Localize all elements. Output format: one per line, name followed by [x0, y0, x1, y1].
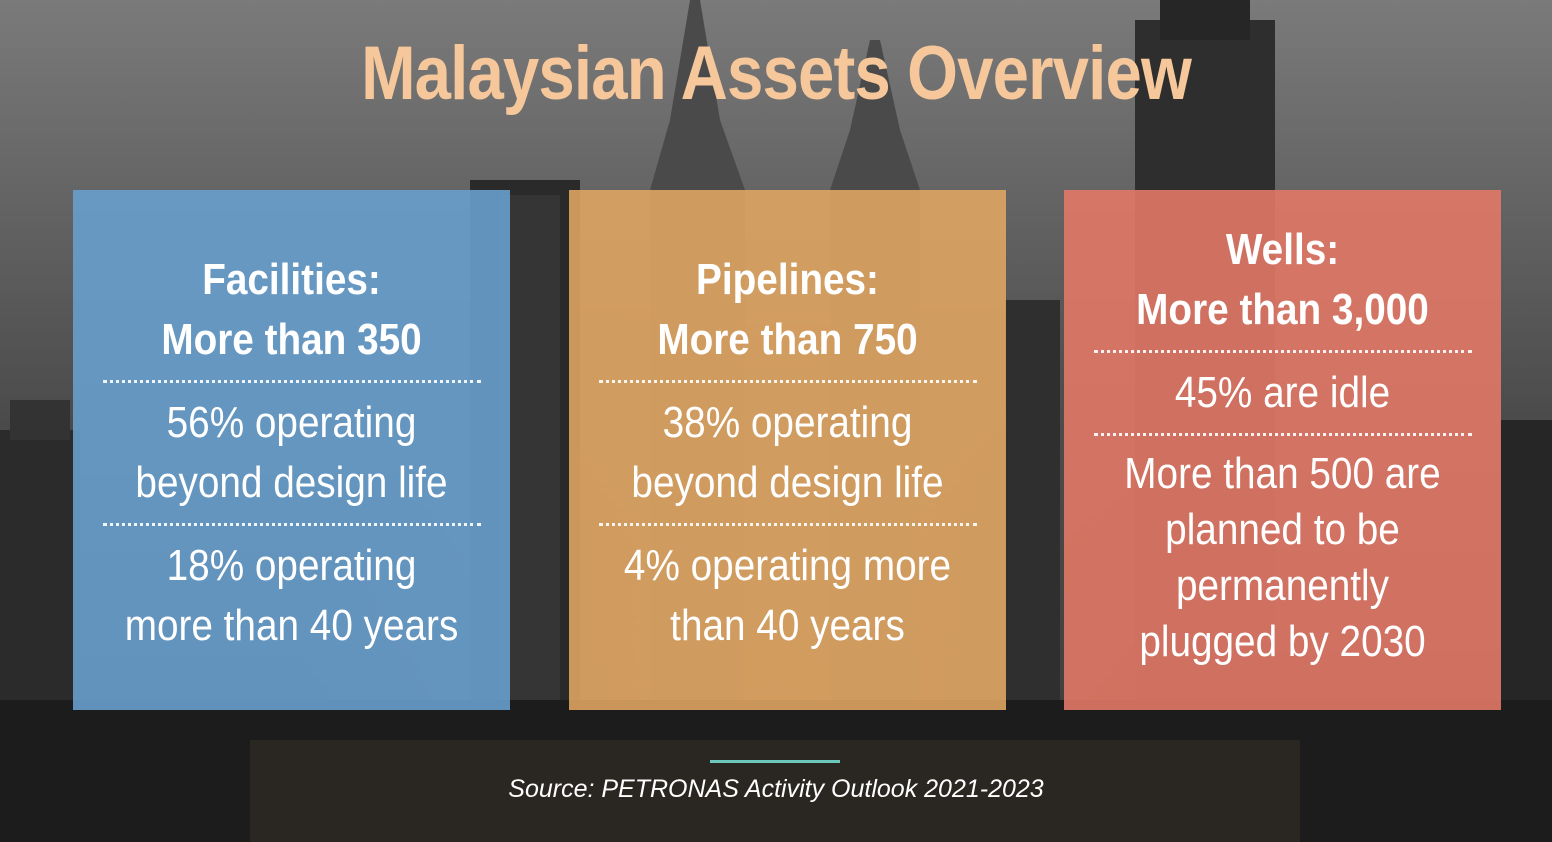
wells-stat-plugged-line-3: permanently: [1175, 561, 1390, 610]
source-accent-line: [710, 760, 840, 763]
pipelines-stat-design-life-line-1: 38% operating: [662, 398, 913, 447]
divider: [598, 523, 977, 526]
facilities-count: More than 350: [161, 315, 422, 364]
divider: [598, 380, 977, 383]
wells-stat-plugged-line-4: plugged by 2030: [1139, 617, 1426, 666]
wells-stat-plugged-line-2: planned to be: [1165, 505, 1400, 554]
pipelines-heading: Pipelines:: [696, 255, 879, 304]
wells-heading: Wells:: [1225, 225, 1340, 274]
facilities-stat-design-life-line-2: beyond design life: [135, 458, 448, 507]
wells-panel: Wells: More than 3,000 45% are idle More…: [1064, 190, 1501, 710]
divider: [1093, 350, 1472, 353]
facilities-panel: Facilities: More than 350 56% operating …: [73, 190, 510, 710]
page-title: Malaysian Assets Overview: [361, 31, 1192, 116]
facilities-stat-design-life-line-1: 56% operating: [166, 398, 417, 447]
pipelines-stat-40-years-line-2: than 40 years: [670, 601, 905, 650]
wells-stat-plugged-line-1: More than 500 are: [1124, 449, 1441, 498]
pipelines-panel: Pipelines: More than 750 38% operating b…: [569, 190, 1006, 710]
divider: [1093, 433, 1472, 436]
pipelines-stat-design-life-line-2: beyond design life: [631, 458, 944, 507]
divider: [102, 523, 481, 526]
wells-count: More than 3,000: [1136, 285, 1429, 334]
facilities-heading: Facilities:: [202, 255, 381, 304]
source-caption: Source: PETRONAS Activity Outlook 2021-2…: [508, 775, 1044, 803]
pipelines-stat-40-years-line-1: 4% operating more: [623, 541, 952, 590]
pipelines-count: More than 750: [657, 315, 918, 364]
facilities-stat-40-years-line-1: 18% operating: [166, 541, 417, 590]
wells-stat-idle: 45% are idle: [1174, 368, 1391, 417]
divider: [102, 380, 481, 383]
facilities-stat-40-years-line-2: more than 40 years: [124, 601, 459, 650]
